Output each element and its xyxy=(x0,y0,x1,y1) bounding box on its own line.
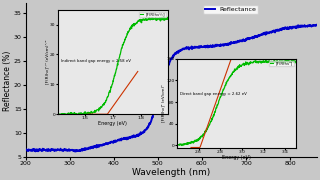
Legend: Reflectance: Reflectance xyxy=(203,5,258,14)
X-axis label: Wavelength (nm): Wavelength (nm) xyxy=(132,168,210,177)
Y-axis label: Reflectance (%): Reflectance (%) xyxy=(4,50,12,111)
